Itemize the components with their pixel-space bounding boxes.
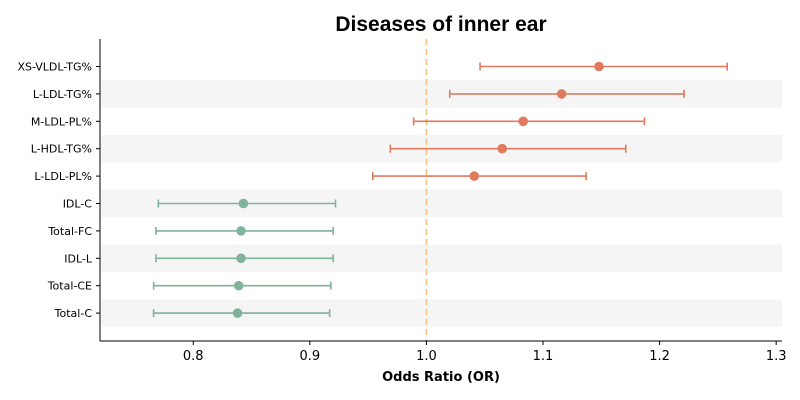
x-axis-label: Odds Ratio (OR) (382, 370, 500, 385)
y-tick-label: L-HDL-TG% (31, 143, 92, 156)
forest-row (157, 198, 337, 209)
x-tick-labels: 0.8 0.9 1.0 1.1 1.2 1.3 (183, 341, 787, 364)
forest-row (448, 89, 685, 99)
y-tick-label: Total-C (54, 307, 93, 320)
forest-row (152, 308, 331, 318)
or-point (236, 253, 246, 264)
or-point (556, 89, 567, 99)
or-point (518, 116, 528, 127)
or-point (469, 171, 480, 181)
y-tick-label: XS-VLDL-TG% (17, 61, 92, 74)
forest-row (371, 171, 587, 181)
odds-ratio-marks (152, 61, 729, 318)
y-tick-label: L-LDL-TG% (33, 88, 92, 101)
axes (99, 39, 782, 342)
or-point (594, 61, 604, 72)
chart-title: Diseases of inner ear (335, 13, 546, 36)
forest-row (155, 253, 334, 264)
y-tick-label: L-LDL-PL% (34, 170, 92, 183)
x-tick-label: 0.9 (300, 349, 321, 364)
or-point (497, 143, 508, 154)
forest-row (479, 61, 729, 72)
forest-row (155, 226, 334, 236)
or-point (236, 226, 246, 236)
or-point (233, 280, 244, 291)
y-tick-labels: XS-VLDL-TG% L-LDL-TG% M-LDL-PL% L-HDL-TG% L-… (17, 61, 100, 320)
or-point (232, 308, 243, 318)
forest-row (389, 143, 627, 154)
y-tick-label: IDL-L (64, 252, 93, 265)
forest-row (152, 280, 332, 291)
x-tick-label: 0.8 (183, 349, 204, 364)
y-tick-label: Total-FC (47, 225, 92, 238)
y-tick-label: IDL-C (63, 198, 93, 211)
y-tick-label: Total-CE (47, 280, 92, 293)
or-point (238, 198, 249, 209)
x-tick-label: 1.2 (649, 349, 670, 364)
forest-row (412, 116, 646, 127)
x-tick-label: 1.0 (416, 349, 437, 364)
y-tick-label: M-LDL-PL% (31, 115, 92, 128)
x-tick-label: 1.1 (533, 349, 554, 364)
x-tick-label: 1.3 (766, 349, 787, 364)
